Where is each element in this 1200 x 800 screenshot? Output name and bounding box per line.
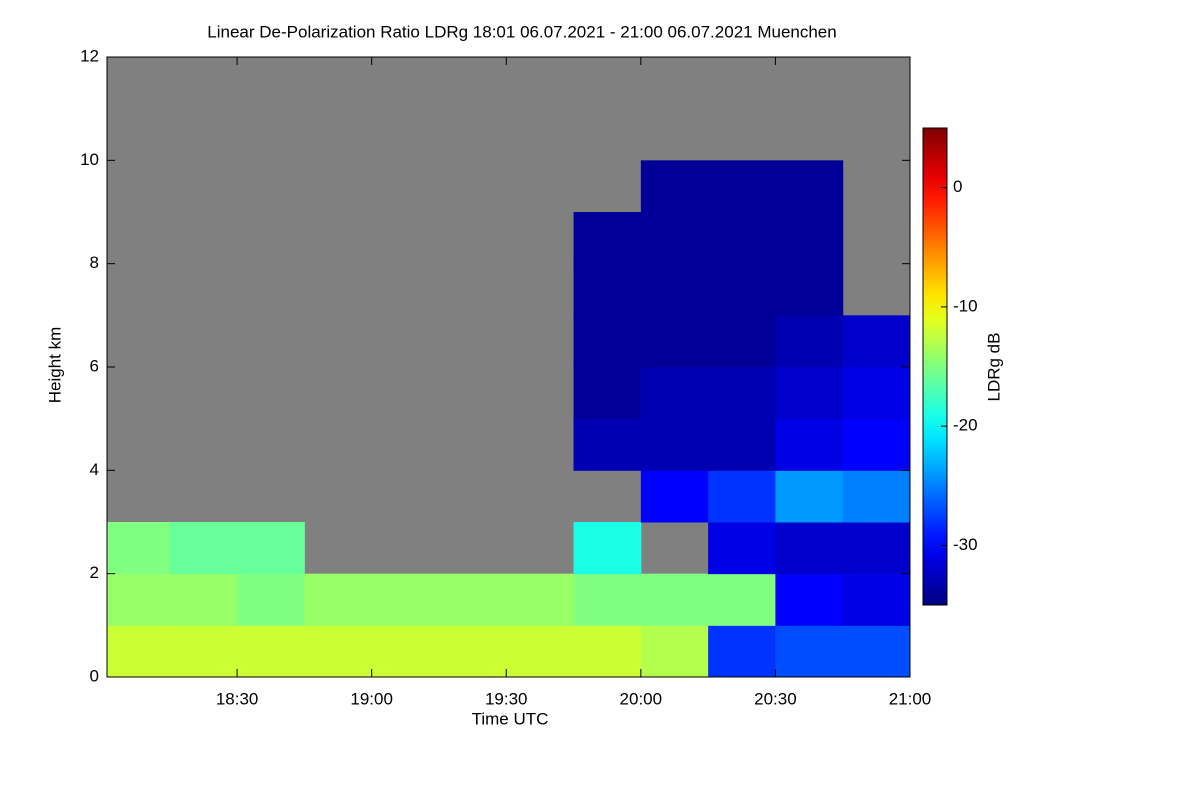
- heatmap-cell: [640, 625, 709, 678]
- heatmap-cell: [640, 315, 709, 368]
- heatmap-cell: [775, 212, 844, 265]
- heatmap-cell: [573, 625, 642, 678]
- x-tick-label: 19:00: [350, 689, 393, 708]
- heatmap-cell: [107, 522, 171, 575]
- colorbar-label: LDRg dB: [984, 333, 1003, 402]
- heatmap-cell: [842, 573, 911, 626]
- heatmap-cell: [775, 160, 844, 213]
- heatmap-cell: [708, 625, 776, 678]
- x-tick-label: 20:00: [620, 689, 663, 708]
- heatmap-cell: [438, 625, 507, 678]
- colorbar-tick-label: -30: [953, 535, 978, 554]
- heatmap-cell: [775, 418, 844, 471]
- heatmap-cell: [842, 367, 911, 420]
- heatmap-cell: [371, 573, 440, 626]
- heatmap-cell: [573, 315, 642, 368]
- chart-title: Linear De-Polarization Ratio LDRg 18:01 …: [207, 22, 836, 41]
- x-tick-label: 18:30: [216, 689, 259, 708]
- heatmap-cell: [438, 573, 507, 626]
- heatmap-cell: [640, 367, 709, 420]
- heatmap-cell: [506, 573, 575, 626]
- heatmap-cell: [640, 212, 709, 265]
- heatmap-cell: [237, 573, 305, 626]
- heatmap-cell: [708, 522, 776, 575]
- heatmap-cell: [573, 418, 642, 471]
- heatmap-cell: [842, 470, 911, 523]
- y-axis-label: Height km: [45, 327, 64, 404]
- heatmap-cell: [708, 315, 776, 368]
- x-axis-label: Time UTC: [472, 709, 549, 728]
- heatmap-cell: [640, 470, 709, 523]
- heatmap-cell: [169, 522, 238, 575]
- heatmap-cell: [304, 573, 373, 626]
- heatmap-cell: [107, 573, 171, 626]
- y-tick-label: 2: [90, 563, 99, 582]
- heatmap-cell: [573, 212, 642, 265]
- heatmap-cell: [775, 470, 844, 523]
- heatmap-cell: [371, 625, 440, 678]
- y-tick-label: 0: [90, 666, 99, 685]
- heatmap-cell: [708, 263, 776, 316]
- heatmap-cell: [169, 573, 238, 626]
- heatmap-cell: [775, 625, 844, 678]
- heatmap-cell: [169, 625, 238, 678]
- heatmap-cell: [842, 418, 911, 471]
- x-tick-label: 21:00: [889, 689, 932, 708]
- colorbar-tick-label: -20: [953, 416, 978, 435]
- heatmap-cell: [573, 522, 642, 575]
- heatmap-cell: [842, 625, 911, 678]
- heatmap-cell: [708, 470, 776, 523]
- heatmap-cell: [775, 315, 844, 368]
- y-tick-label: 10: [80, 150, 99, 169]
- y-tick-label: 8: [90, 253, 99, 272]
- colorbar: [922, 127, 948, 606]
- y-tick-label: 4: [90, 460, 99, 479]
- heatmap-cell: [708, 418, 776, 471]
- heatmap-cell: [775, 367, 844, 420]
- y-tick-label: 6: [90, 356, 99, 375]
- y-tick-label: 12: [80, 46, 99, 65]
- heatmap-cell: [573, 573, 642, 626]
- heatmap-cell: [237, 625, 305, 678]
- heatmap-cell: [506, 625, 575, 678]
- heatmap-cell: [708, 367, 776, 420]
- heatmap-cell: [573, 367, 642, 420]
- heatmap-cell: [107, 625, 171, 678]
- x-tick-label: 19:30: [485, 689, 528, 708]
- heatmap-cell: [708, 573, 776, 626]
- heatmap-cell: [640, 263, 709, 316]
- heatmap-cell: [640, 418, 709, 471]
- colorbar-tick-label: 0: [953, 177, 962, 196]
- heatmap-cell: [708, 212, 776, 265]
- heatmap-cell: [775, 263, 844, 316]
- heatmap-cell: [708, 160, 776, 213]
- heatmap-cell: [842, 315, 911, 368]
- heatmap-cell: [775, 522, 844, 575]
- heatmap-cell: [640, 160, 709, 213]
- colorbar-tick-label: -10: [953, 296, 978, 315]
- heatmap-cell: [237, 522, 305, 575]
- heatmap-cell: [640, 573, 709, 626]
- heatmap-cell: [775, 573, 844, 626]
- x-tick-label: 20:30: [754, 689, 797, 708]
- heatmap-cell: [842, 522, 911, 575]
- heatmap-cell: [304, 625, 373, 678]
- heatmap-cell: [573, 263, 642, 316]
